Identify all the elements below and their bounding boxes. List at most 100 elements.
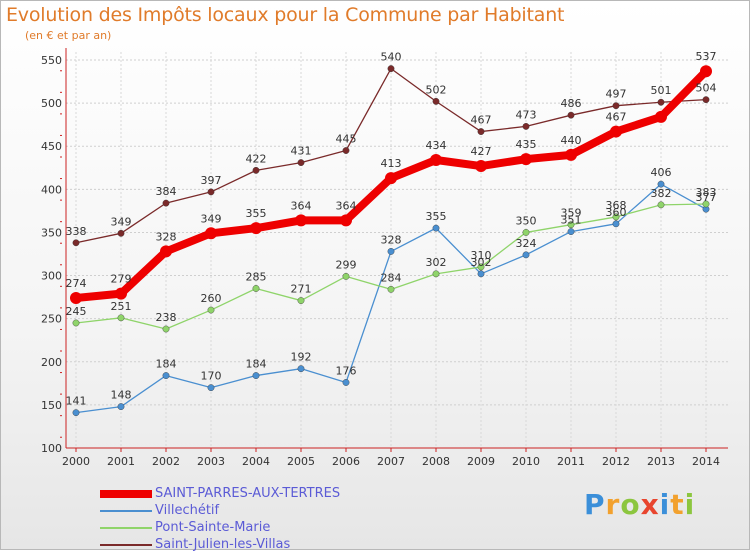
data-label-villech-tif-2005: 192 (291, 351, 312, 364)
x-tick-label-2012: 2012 (602, 455, 630, 468)
legend-label-saint-julien-les-villas: Saint-Julien-les-Villas (155, 537, 291, 552)
y-tick-label-200: 200 (41, 356, 62, 369)
data-label-villech-tif-2012: 360 (606, 206, 627, 219)
data-label-villech-tif-2006: 176 (336, 364, 357, 377)
data-label-saint-julien-les-villas-2009: 467 (471, 114, 492, 127)
data-point-saint-julien-les-villas-2001 (117, 229, 125, 237)
data-label-pont-sainte-marie-2005: 271 (291, 283, 312, 296)
legend-swatch-saint-parres-aux-tertres (100, 489, 152, 498)
data-point-saint-parres-aux-tertres-2000 (70, 291, 82, 304)
y-tick-label-500: 500 (41, 97, 62, 110)
data-point-saint-parres-aux-tertres-2008 (430, 154, 442, 167)
data-point-pont-sainte-marie-2007 (387, 285, 395, 293)
data-label-villech-tif-2008: 355 (426, 210, 447, 223)
data-point-pont-sainte-marie-2008 (432, 270, 440, 278)
data-label-saint-julien-les-villas-2011: 486 (561, 97, 582, 110)
data-label-pont-sainte-marie-2000: 245 (66, 305, 87, 318)
data-label-saint-parres-aux-tertres-2011: 440 (561, 134, 582, 147)
data-label-saint-julien-les-villas-2005: 431 (291, 145, 312, 158)
data-label-pont-sainte-marie-2010: 350 (516, 214, 537, 227)
data-label-pont-sainte-marie-2007: 284 (381, 271, 402, 284)
x-tick-label-2013: 2013 (647, 455, 675, 468)
data-point-pont-sainte-marie-2011 (567, 221, 575, 229)
data-point-pont-sainte-marie-2003 (207, 306, 215, 314)
data-point-pont-sainte-marie-2009 (477, 263, 485, 271)
data-point-saint-julien-les-villas-2003 (207, 188, 215, 196)
data-label-saint-julien-les-villas-2001: 349 (111, 215, 132, 228)
data-label-saint-julien-les-villas-2004: 422 (246, 152, 267, 165)
legend-swatch-pont-sainte-marie (100, 526, 152, 529)
data-point-saint-julien-les-villas-2007 (387, 65, 395, 73)
data-label-saint-parres-aux-tertres-2002: 328 (156, 230, 177, 243)
data-label-saint-parres-aux-tertres-2008: 434 (426, 139, 447, 152)
data-point-pont-sainte-marie-2006 (342, 273, 350, 280)
data-point-saint-julien-les-villas-2013 (657, 98, 665, 106)
x-tick-label-2009: 2009 (467, 455, 495, 468)
data-label-villech-tif-2002: 184 (156, 358, 177, 371)
data-point-villech-tif-2008 (432, 224, 440, 232)
data-point-saint-julien-les-villas-2010 (522, 122, 530, 130)
data-label-villech-tif-2014: 377 (696, 191, 717, 204)
data-point-saint-julien-les-villas-2009 (477, 128, 485, 135)
data-point-saint-parres-aux-tertres-2009 (475, 160, 487, 173)
data-label-saint-parres-aux-tertres-2003: 349 (201, 212, 222, 225)
chart-subtitle: (en € et par an) (25, 29, 112, 42)
data-label-saint-parres-aux-tertres-2007: 413 (381, 157, 402, 170)
data-point-villech-tif-2003 (207, 384, 215, 392)
data-label-pont-sainte-marie-2008: 302 (426, 256, 447, 269)
data-label-saint-parres-aux-tertres-2009: 427 (471, 145, 492, 158)
data-label-pont-sainte-marie-2014: 383 (696, 186, 717, 199)
data-point-saint-parres-aux-tertres-2012 (610, 125, 622, 138)
data-point-saint-parres-aux-tertres-2013 (655, 110, 667, 123)
data-point-villech-tif-2005 (297, 365, 305, 373)
data-label-saint-julien-les-villas-2007: 540 (381, 51, 402, 64)
data-label-saint-parres-aux-tertres-2005: 364 (291, 199, 312, 212)
data-label-saint-parres-aux-tertres-2000: 274 (66, 277, 87, 290)
data-point-saint-parres-aux-tertres-2002 (160, 245, 172, 258)
data-point-saint-julien-les-villas-2014 (702, 96, 710, 104)
data-point-villech-tif-2012 (612, 220, 620, 228)
data-label-pont-sainte-marie-2006: 299 (336, 258, 357, 271)
x-tick-label-2014: 2014 (692, 455, 720, 468)
data-label-saint-parres-aux-tertres-2010: 435 (516, 138, 537, 151)
x-tick-label-2007: 2007 (377, 455, 405, 468)
data-point-saint-parres-aux-tertres-2007 (385, 172, 397, 185)
legend-label-pont-sainte-marie: Pont-Sainte-Marie (155, 520, 271, 535)
data-point-saint-julien-les-villas-2012 (612, 102, 620, 110)
chart-title: Evolution des Impôts locaux pour la Comm… (6, 4, 565, 26)
data-point-pont-sainte-marie-2012 (612, 213, 620, 221)
x-tick-label-2004: 2004 (242, 455, 270, 468)
legend-swatch-saint-julien-les-villas (100, 543, 152, 546)
data-point-saint-parres-aux-tertres-2010 (520, 153, 532, 166)
data-point-pont-sainte-marie-2002 (162, 325, 170, 333)
data-point-pont-sainte-marie-2013 (657, 201, 665, 209)
data-label-pont-sainte-marie-2013: 382 (651, 187, 672, 200)
y-tick-label-450: 450 (41, 140, 62, 153)
data-label-saint-julien-les-villas-2008: 502 (426, 83, 447, 96)
data-point-villech-tif-2002 (162, 372, 170, 379)
x-tick-label-2005: 2005 (287, 455, 315, 468)
data-point-saint-julien-les-villas-2006 (342, 147, 350, 154)
data-label-villech-tif-2007: 328 (381, 233, 402, 246)
legend-label-saint-parres-aux-tertres: SAINT-PARRES-AUX-TERTRES (155, 486, 341, 501)
data-point-saint-julien-les-villas-2000 (72, 239, 80, 247)
data-point-saint-parres-aux-tertres-2011 (565, 148, 577, 161)
y-tick-label-350: 350 (41, 226, 62, 239)
y-tick-label-550: 550 (41, 54, 62, 67)
data-label-pont-sainte-marie-2004: 285 (246, 270, 267, 283)
data-point-saint-parres-aux-tertres-2014 (700, 65, 712, 78)
x-tick-label-2006: 2006 (332, 455, 360, 468)
data-label-villech-tif-2001: 148 (111, 389, 132, 402)
data-point-villech-tif-2013 (657, 180, 665, 188)
data-label-saint-parres-aux-tertres-2001: 279 (111, 273, 132, 286)
data-label-saint-julien-les-villas-2010: 473 (516, 108, 537, 121)
data-point-villech-tif-2007 (387, 248, 395, 255)
data-point-villech-tif-2011 (567, 228, 575, 235)
y-tick-label-150: 150 (41, 399, 62, 412)
data-point-villech-tif-2009 (477, 270, 485, 278)
data-point-villech-tif-2010 (522, 251, 530, 259)
data-label-villech-tif-2009: 302 (471, 256, 492, 269)
data-point-saint-parres-aux-tertres-2003 (205, 227, 217, 240)
